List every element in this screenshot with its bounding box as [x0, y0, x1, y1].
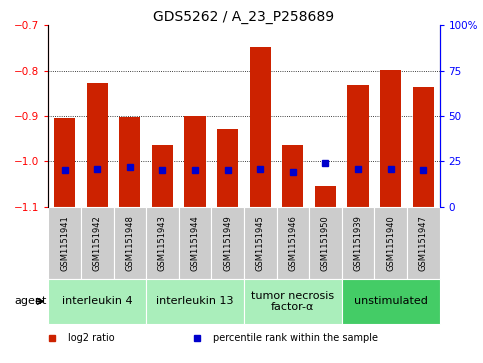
Bar — [119, 117, 141, 207]
Bar — [48, 279, 146, 323]
Bar — [374, 207, 407, 279]
Text: GSM1151940: GSM1151940 — [386, 215, 395, 271]
Text: GSM1151944: GSM1151944 — [190, 215, 199, 271]
Bar — [282, 144, 303, 207]
Bar — [380, 70, 401, 207]
Text: interleukin 4: interleukin 4 — [62, 296, 132, 306]
Bar — [212, 207, 244, 279]
Text: agent: agent — [14, 296, 47, 306]
Text: GSM1151945: GSM1151945 — [256, 215, 265, 271]
Bar — [347, 85, 369, 207]
Text: tumor necrosis
factor-α: tumor necrosis factor-α — [251, 290, 334, 312]
Text: GSM1151943: GSM1151943 — [158, 215, 167, 271]
Bar — [146, 207, 179, 279]
Text: GSM1151946: GSM1151946 — [288, 215, 298, 271]
Bar — [342, 207, 374, 279]
Bar — [185, 116, 206, 207]
Bar — [179, 207, 212, 279]
Text: GSM1151941: GSM1151941 — [60, 215, 69, 271]
Text: unstimulated: unstimulated — [354, 296, 427, 306]
Bar — [54, 118, 75, 207]
Text: GSM1151942: GSM1151942 — [93, 215, 102, 271]
Title: GDS5262 / A_23_P258689: GDS5262 / A_23_P258689 — [154, 11, 335, 24]
Bar — [309, 207, 342, 279]
Bar — [244, 279, 342, 323]
Text: GSM1151949: GSM1151949 — [223, 215, 232, 271]
Text: GSM1151947: GSM1151947 — [419, 215, 428, 271]
Text: GSM1151948: GSM1151948 — [125, 215, 134, 271]
Bar — [342, 279, 440, 323]
Bar — [152, 145, 173, 207]
Bar — [250, 47, 271, 207]
Bar — [86, 83, 108, 207]
Text: GSM1151950: GSM1151950 — [321, 215, 330, 271]
Text: log2 ratio: log2 ratio — [68, 333, 114, 343]
Bar — [48, 207, 81, 279]
Bar — [412, 87, 434, 207]
Bar — [407, 207, 440, 279]
Bar — [276, 207, 309, 279]
Text: interleukin 13: interleukin 13 — [156, 296, 234, 306]
Bar — [114, 207, 146, 279]
Text: percentile rank within the sample: percentile rank within the sample — [213, 333, 378, 343]
Bar — [146, 279, 244, 323]
Text: GSM1151939: GSM1151939 — [354, 215, 363, 271]
Bar — [81, 207, 114, 279]
Bar — [315, 186, 336, 207]
Bar — [244, 207, 277, 279]
Bar — [217, 129, 238, 207]
